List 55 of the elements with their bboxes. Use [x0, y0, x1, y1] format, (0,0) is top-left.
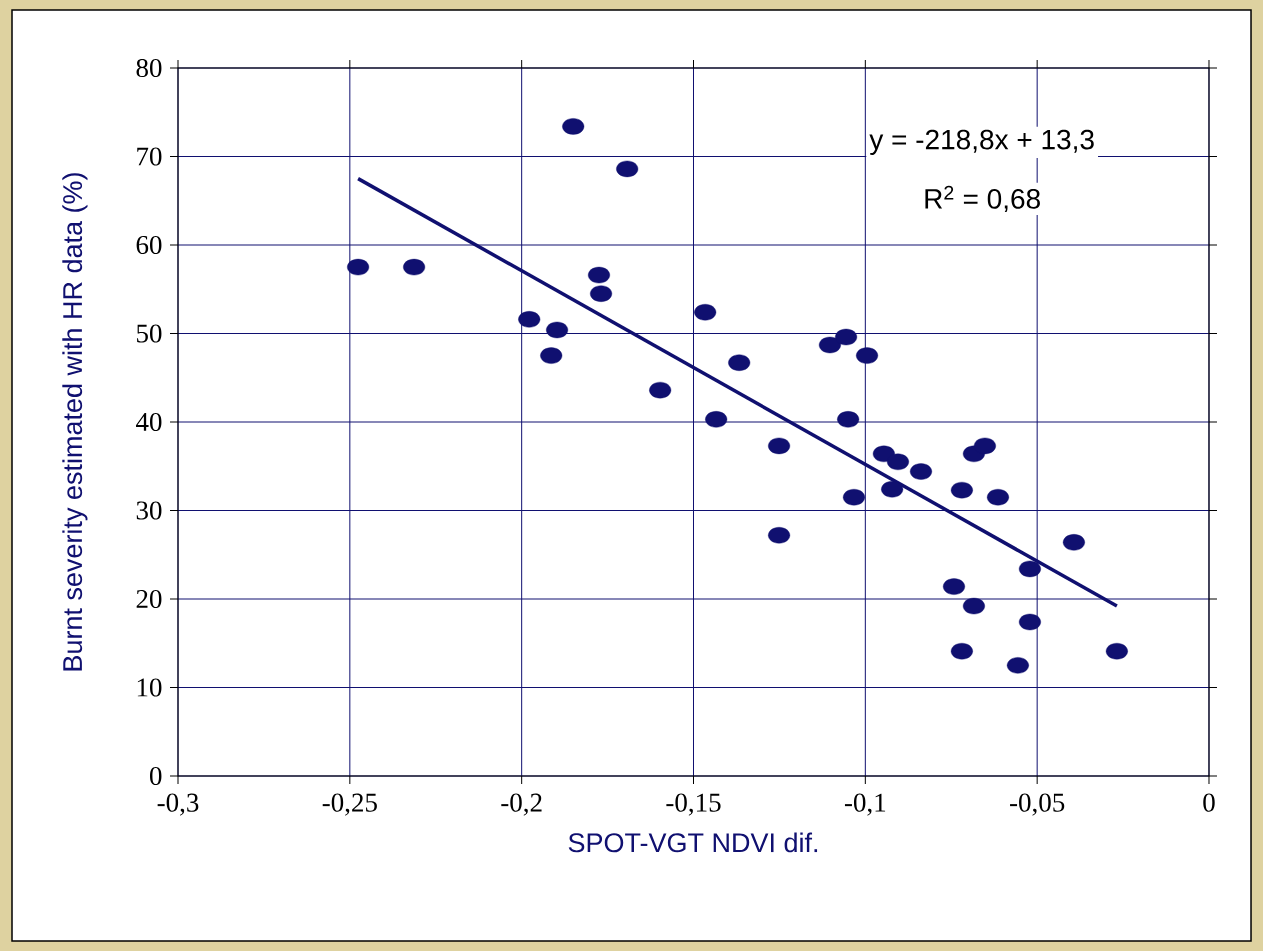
point [962, 597, 985, 615]
y-axis-title: Burnt severity estimated with HR data (%) [62, 173, 88, 671]
point [403, 258, 426, 276]
point [942, 578, 965, 595]
point [768, 527, 791, 544]
point [587, 266, 610, 284]
point [518, 311, 541, 328]
x-tick-label: -0,2 [501, 793, 542, 816]
point [886, 453, 909, 471]
point [818, 336, 841, 354]
y-tick-label: 40 [136, 412, 162, 432]
x-tick-label: -0,3 [157, 793, 199, 816]
y-tick-label: 30 [136, 501, 162, 520]
point [546, 321, 569, 339]
annotation: R$^{2}$ = 0,68 [925, 185, 1040, 213]
point [649, 381, 672, 399]
point [768, 437, 791, 455]
point [616, 160, 639, 178]
point [950, 643, 973, 660]
x-tick-label: 0 [1203, 793, 1215, 812]
point [694, 304, 717, 321]
point [986, 489, 1009, 506]
point [1018, 560, 1041, 578]
y-tick-label: 60 [136, 235, 162, 255]
x-tick-label: -0,1 [844, 793, 886, 816]
y-tick-label: 10 [137, 678, 162, 697]
x-tick-label: -0,05 [1010, 793, 1065, 816]
x-tick-label: -0,25 [322, 793, 377, 816]
point [872, 445, 895, 463]
point [950, 481, 973, 499]
point [540, 347, 563, 364]
point [562, 118, 585, 135]
y-tick-label: 20 [136, 589, 162, 609]
annotation: y = -218,8x + 13,3 [869, 129, 1094, 156]
point [1062, 534, 1085, 551]
y-tick-label: 50 [137, 324, 162, 343]
point [973, 437, 996, 455]
point [705, 411, 728, 428]
point [1018, 613, 1041, 631]
point [1006, 657, 1029, 674]
point [835, 328, 858, 346]
x-axis-title: SPOT-VGT NDVI dif. [568, 832, 818, 853]
y-tick-label: 70 [137, 147, 162, 166]
point [590, 285, 613, 302]
point [856, 347, 879, 364]
point [910, 463, 932, 480]
x-tick-label: -0,15 [666, 793, 721, 816]
y-tick-label: 80 [136, 58, 162, 78]
point [728, 354, 751, 371]
point [837, 411, 860, 428]
point [347, 258, 370, 276]
point [881, 481, 904, 498]
point [842, 489, 865, 506]
y-tick-label: 0 [150, 766, 162, 786]
point [1105, 643, 1128, 660]
